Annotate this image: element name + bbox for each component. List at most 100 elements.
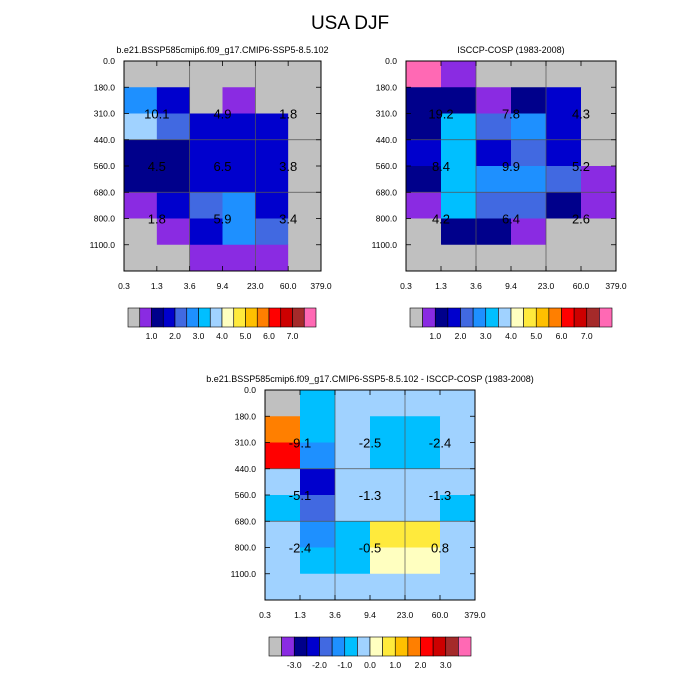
heatmap-cell [370, 573, 406, 601]
heatmap-cell [288, 244, 322, 272]
colorbar-box [268, 636, 282, 657]
colorbar-label: 4.0 [216, 331, 228, 341]
y-tick-label: 680.0 [235, 516, 257, 526]
cell-annotation: 8.4 [432, 159, 450, 174]
heatmap-cell [288, 192, 322, 219]
colorbar-2: 1.0 2.0 3.0 4.0 5.0 6.0 7.0 [409, 307, 613, 341]
colorbar-box [432, 636, 447, 657]
heatmap-cell [300, 521, 336, 548]
heatmap-cell [405, 416, 441, 443]
heatmap-cell [156, 87, 191, 114]
heatmap-cell [546, 87, 582, 114]
heatmap-cell [581, 139, 617, 167]
heatmap-cell [156, 192, 191, 219]
colorbar-box [306, 636, 320, 657]
heatmap-cell [370, 468, 406, 496]
heatmap-cell [476, 139, 512, 167]
x-tick-label: 23.0 [397, 610, 414, 620]
heatmap-cell [476, 61, 512, 88]
heatmap-cell [222, 61, 256, 88]
colorbar-label: -3.0 [287, 660, 302, 670]
colorbar-box [510, 307, 524, 328]
colorbar-label: -2.0 [312, 660, 327, 670]
heatmap-cell [405, 573, 441, 601]
colorbar-box [498, 307, 512, 328]
x-tick-label: 0.3 [400, 281, 412, 291]
colorbar-label: 3.0 [440, 660, 452, 670]
heatmap-cell [546, 244, 582, 272]
heatmap-cell [255, 61, 289, 88]
colorbar-box [599, 307, 613, 328]
cell-annotation: 4.2 [432, 212, 450, 227]
heatmap-cell [441, 87, 477, 114]
heatmap-cell [406, 192, 442, 219]
heatmap-cell [511, 244, 547, 272]
colorbar-box [523, 307, 537, 328]
heatmap-cell [581, 218, 617, 246]
heatmap-cell [581, 61, 617, 88]
heatmap-cell [405, 521, 441, 548]
heatmap-cell [124, 113, 158, 141]
heatmap-cell [189, 166, 223, 193]
heatmap-cell [300, 442, 336, 470]
y-tick-label: 310.0 [376, 109, 398, 119]
colorbar-1: 1.0 2.0 3.0 4.0 5.0 6.0 7.0 [127, 307, 317, 341]
heatmap-panel-2: 0.3 1.3 3.6 9.4 23.0 60.0 379.0 0.0 180.0 310.0 44… [372, 45, 627, 341]
colorbar-box [573, 307, 588, 328]
heatmap-cell [370, 390, 406, 417]
heatmap-cell [222, 87, 256, 114]
colorbar-box [139, 307, 152, 328]
heatmap-cell [546, 139, 582, 167]
heatmap-cell [441, 139, 477, 167]
heatmap-cell [441, 61, 477, 88]
y-tick-label: 1100.0 [231, 569, 257, 579]
y-tick-label: 0.0 [385, 56, 397, 66]
heatmap-cell [370, 521, 406, 548]
colorbar-box [407, 636, 421, 657]
heatmap-cell [189, 192, 223, 219]
x-tick-label: 1.3 [294, 610, 306, 620]
x-tick-label: 379.0 [605, 281, 627, 291]
cell-annotation: 4.3 [572, 107, 590, 122]
colorbar-box [548, 307, 562, 328]
heatmap-cell [406, 139, 442, 167]
heatmap-cell [255, 139, 289, 167]
heatmap-cell [476, 166, 512, 193]
cell-annotation: 7.8 [502, 107, 520, 122]
colorbar-label: 7.0 [287, 331, 299, 341]
heatmap-cell [511, 192, 547, 219]
heatmap-cell [440, 573, 476, 601]
x-tick-label: 9.4 [505, 281, 517, 291]
colorbar-label: 3.0 [193, 331, 205, 341]
colorbar-label: 6.0 [556, 331, 568, 341]
heatmap-cell [300, 416, 336, 443]
colorbar-box [357, 636, 371, 657]
heatmap-cell [581, 113, 617, 141]
heatmap-cell [406, 166, 442, 193]
heatmap-cell [405, 468, 441, 496]
colorbar-label: 5.0 [240, 331, 252, 341]
cell-annotation: -0.5 [359, 541, 381, 556]
colorbar-label: 2.0 [169, 331, 181, 341]
x-tick-label: 0.3 [259, 610, 271, 620]
heatmap-cell [300, 468, 336, 496]
heatmap-cell [189, 61, 223, 88]
cell-annotation: -1.3 [429, 488, 451, 503]
colorbar-label: 1.0 [146, 331, 158, 341]
colorbar-box [151, 307, 164, 328]
heatmap-cell [476, 113, 512, 141]
heatmap-cell [440, 521, 476, 548]
panel-title: ISCCP-COSP (1983-2008) [457, 45, 564, 55]
colorbar-box [447, 307, 461, 328]
heatmap-cell [288, 166, 322, 193]
heatmap-cell [189, 87, 223, 114]
x-tick-label: 60.0 [432, 610, 449, 620]
y-tick-label: 680.0 [376, 187, 398, 197]
cell-annotation: 10.1 [144, 107, 169, 122]
heatmap-cell [265, 495, 301, 522]
heatmap-cell [406, 87, 442, 114]
cell-annotation: 1.8 [279, 107, 297, 122]
heatmap-cell [222, 192, 256, 219]
y-tick-label: 310.0 [94, 109, 116, 119]
